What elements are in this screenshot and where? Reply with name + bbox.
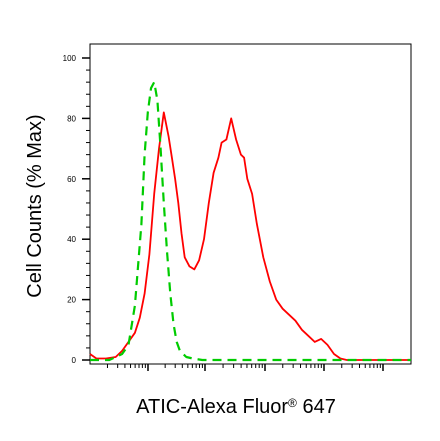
y-tick-label: 60 [67, 175, 76, 184]
series-line-green-dashed [90, 81, 411, 362]
x-axis-title: ATIC-Alexa Fluor® 647 [136, 396, 336, 418]
y-axis-title: Cell Counts (% Max) [24, 114, 46, 297]
y-tick-label: 40 [67, 235, 76, 244]
y-tick-label: 0 [72, 356, 77, 365]
plot-frame [89, 43, 412, 365]
y-tick-label: 100 [63, 54, 77, 63]
x-axis-title-main: ATIC-Alexa Fluor [136, 396, 288, 418]
series-line-red [89, 111, 411, 361]
x-axis-title-suffix: 647 [297, 396, 336, 418]
x-axis-title-superscript: ® [288, 396, 297, 410]
y-tick-label: 20 [67, 296, 76, 305]
x-axis [106, 364, 384, 371]
series-layer [89, 81, 411, 362]
y-axis: 0 20 40 60 80 100 [63, 54, 90, 365]
y-tick-label: 80 [67, 114, 76, 123]
